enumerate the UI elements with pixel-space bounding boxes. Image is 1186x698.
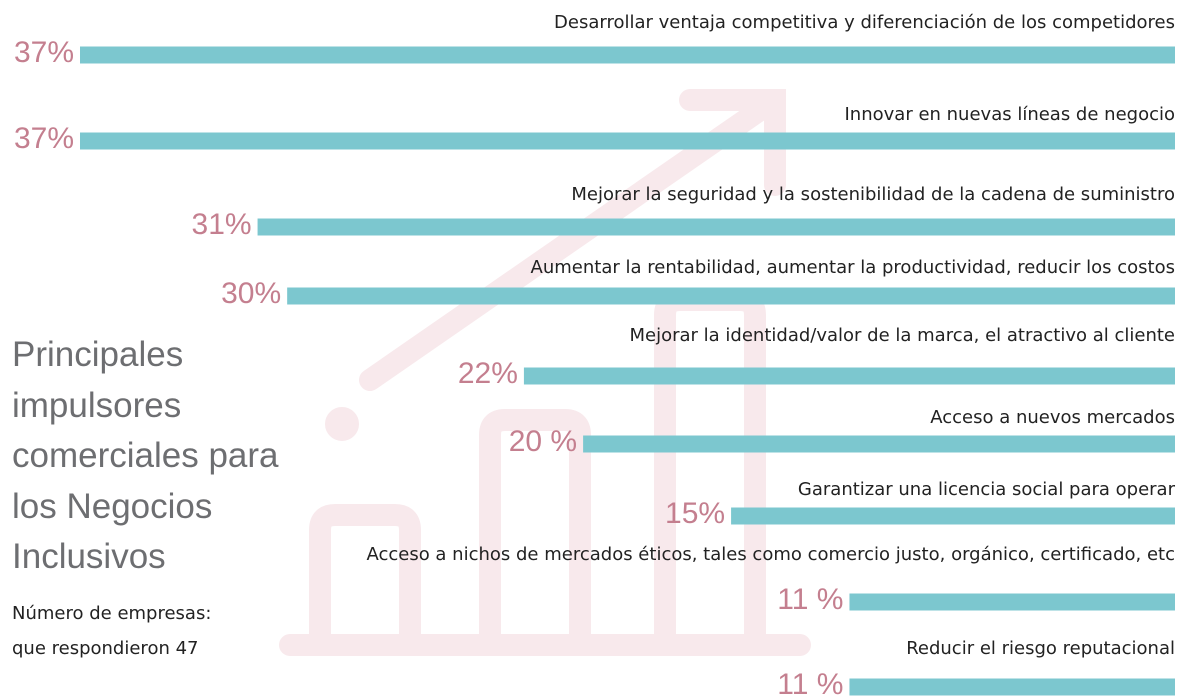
chart-title: Principales impulsores comerciales para …: [12, 335, 279, 576]
category-label: Reducir el riesgo reputacional: [906, 638, 1175, 659]
category-label: Mejorar la seguridad y la sostenibilidad…: [571, 184, 1175, 205]
bar: [523, 367, 1175, 385]
bar: [80, 132, 1175, 150]
bar: [257, 218, 1175, 236]
value-label: 15%: [665, 497, 725, 530]
category-label: Acceso a nuevos mercados: [930, 407, 1175, 428]
bar: [287, 287, 1175, 305]
value-label: 31%: [192, 208, 252, 241]
bar: [583, 435, 1175, 453]
background-icon: [279, 89, 811, 656]
subtitle-line: que respondieron 47: [12, 638, 199, 659]
category-label: Acceso a nichos de mercados éticos, tale…: [366, 544, 1175, 565]
value-label: 37%: [14, 36, 74, 69]
category-label: Aumentar la rentabilidad, aumentar la pr…: [531, 257, 1175, 278]
value-label: 37%: [14, 122, 74, 155]
value-label: 11 %: [777, 583, 843, 616]
bar: [731, 507, 1175, 525]
category-label: Desarrollar ventaja competitiva y difere…: [554, 12, 1175, 33]
category-label: Mejorar la identidad/valor de la marca, …: [630, 325, 1176, 346]
value-label: 11 %: [777, 668, 843, 698]
value-label: 20 %: [509, 425, 577, 458]
bar: [80, 46, 1175, 64]
value-label: 30%: [221, 277, 281, 310]
subtitle-line: Número de empresas:: [12, 603, 212, 624]
bar: [849, 593, 1175, 611]
category-label: Innovar en nuevas líneas de negocio: [845, 104, 1176, 125]
category-label: Garantizar una licencia social para oper…: [798, 479, 1176, 500]
subtitle: Número de empresas: que respondieron 47: [12, 596, 211, 666]
bar: [849, 678, 1175, 696]
value-label: 22%: [458, 357, 518, 390]
